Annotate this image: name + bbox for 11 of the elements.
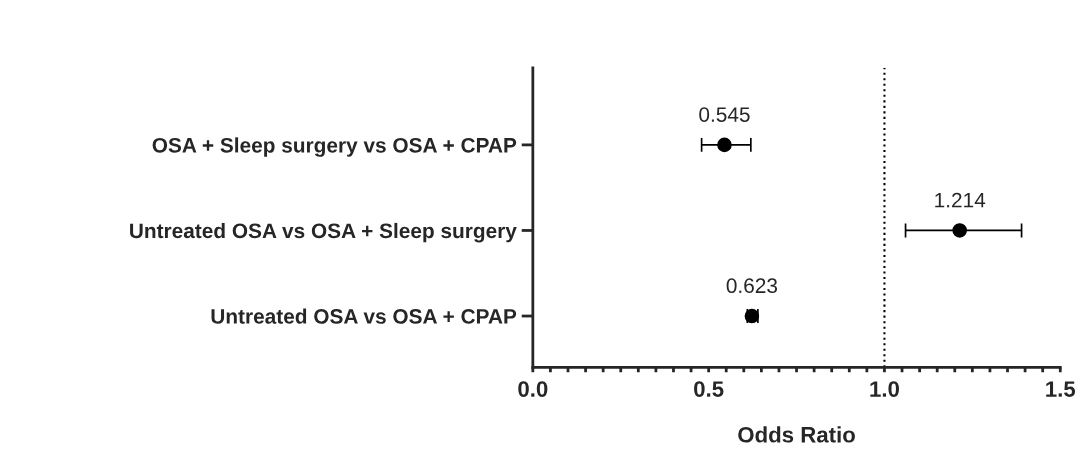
x-tick-label: 0.5 (694, 381, 724, 397)
x-tick-label: 1.0 (870, 381, 899, 397)
y-tick-label: Untreated OSA vs OSA + Sleep surgery (130, 222, 517, 243)
data-label: 1.214 (935, 192, 986, 208)
y-tick-label: OSA + Sleep surgery vs OSA + CPAP (152, 137, 517, 157)
x-tick-label: 0.0 (518, 381, 548, 397)
data-label: 0.545 (699, 107, 750, 122)
y-tick-label: Untreated OSA vs OSA + CPAP (211, 308, 517, 324)
x-tick-label: 1.5 (1046, 381, 1076, 397)
x-axis-title: Odds Ratio (738, 426, 855, 443)
data-label: 0.623 (726, 278, 778, 294)
